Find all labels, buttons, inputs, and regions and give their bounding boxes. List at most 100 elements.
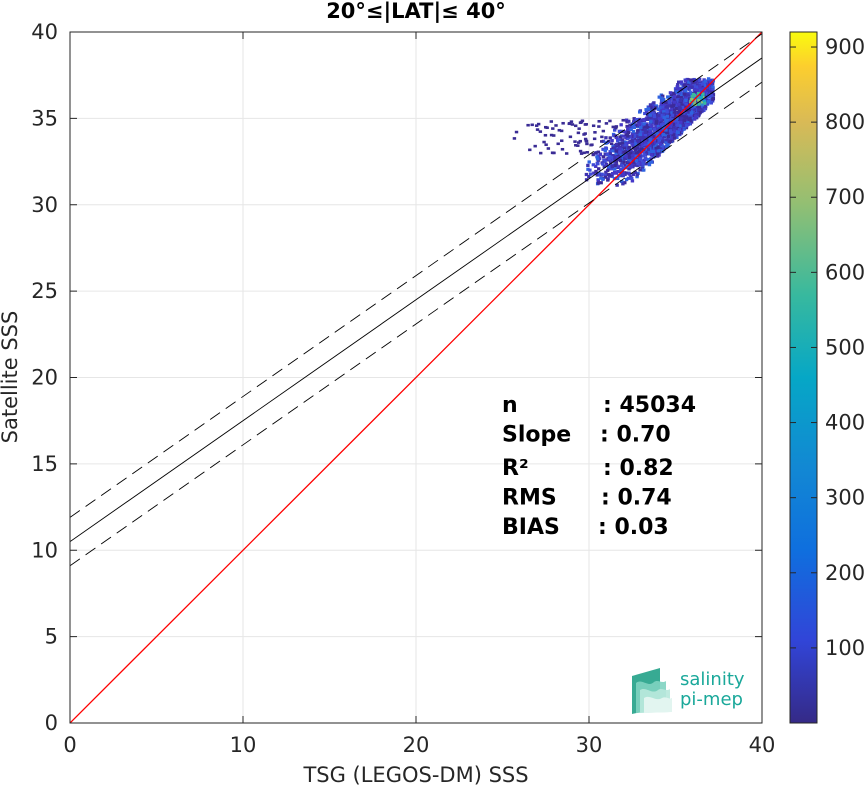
fit-line — [70, 57, 762, 542]
density-cell — [676, 83, 680, 87]
density-cell — [677, 105, 682, 109]
density-cell — [672, 111, 677, 115]
density-cell — [643, 132, 648, 137]
density-cell — [695, 88, 699, 92]
y-tick-label: 5 — [45, 625, 58, 649]
colorbar — [789, 31, 818, 724]
density-cell — [618, 145, 623, 149]
density-cell — [604, 146, 608, 150]
density-cell — [613, 157, 617, 161]
density-cell — [617, 142, 622, 145]
density-cell — [680, 105, 685, 109]
density-cell — [656, 124, 661, 129]
density-cell — [615, 183, 619, 187]
density-cell — [600, 172, 604, 176]
density-cell — [661, 113, 665, 117]
density-cell — [650, 149, 654, 154]
density-cell — [708, 80, 713, 84]
density-cell — [597, 157, 602, 161]
density-cell — [661, 98, 666, 102]
density-cell — [623, 163, 628, 168]
density-cell — [694, 100, 699, 104]
density-cell — [608, 150, 612, 154]
density-cell — [542, 140, 546, 144]
density-cell — [705, 86, 709, 90]
density-cell — [585, 150, 589, 154]
colorbar-tick-label: 700 — [825, 185, 865, 209]
density-cell — [692, 107, 697, 111]
density-cell — [624, 135, 628, 140]
density-cell — [632, 117, 636, 121]
density-cell — [631, 129, 636, 134]
colorbar-tick-label: 300 — [825, 486, 865, 510]
density-cell — [596, 150, 601, 154]
density-core-cell — [690, 94, 694, 98]
density-cell — [662, 109, 666, 113]
stat-value: : 0.70 — [600, 423, 671, 448]
density-cell — [623, 181, 627, 185]
density-cell — [595, 157, 600, 161]
density-cell — [615, 176, 620, 181]
density-cell — [660, 115, 664, 119]
x-tick-label: 40 — [749, 733, 776, 757]
density-cell — [591, 124, 596, 128]
density-cell — [698, 82, 702, 86]
density-cell — [664, 128, 668, 132]
density-cell — [608, 151, 612, 156]
density-cell — [601, 147, 605, 151]
density-core-cell — [701, 103, 705, 107]
density-cell — [670, 113, 675, 117]
density-cell — [609, 142, 614, 146]
density-cell — [643, 125, 647, 129]
density-cell — [665, 110, 669, 114]
density-cell — [535, 128, 540, 131]
density-cell — [673, 108, 677, 112]
density-cell — [604, 122, 609, 125]
density-cell — [698, 85, 702, 89]
density-cell — [634, 142, 638, 146]
density-cell — [620, 163, 624, 167]
density-cell — [593, 151, 598, 155]
density-cloud — [512, 77, 716, 187]
density-cell — [621, 173, 625, 178]
density-cell — [625, 124, 629, 129]
density-cell — [651, 111, 655, 115]
density-cell — [641, 150, 646, 154]
density-cell — [704, 82, 708, 86]
density-cell — [528, 148, 532, 152]
density-cell — [660, 105, 665, 109]
density-cell — [551, 127, 555, 130]
density-cell — [630, 179, 635, 183]
y-tick-label: 30 — [31, 193, 58, 217]
density-cell — [641, 162, 645, 166]
density-cell — [633, 170, 637, 174]
density-cell — [582, 133, 586, 136]
density-cell — [616, 143, 620, 148]
density-cell — [628, 123, 632, 127]
density-cell — [635, 156, 640, 161]
density-cell — [636, 131, 640, 135]
density-cell — [700, 84, 704, 88]
density-cell — [561, 121, 565, 125]
density-cell — [694, 116, 699, 120]
density-cell — [654, 124, 658, 128]
density-cell — [585, 142, 589, 146]
density-cell — [703, 95, 707, 99]
density-cell — [631, 172, 636, 177]
density-cell — [544, 143, 548, 147]
density-cell — [644, 108, 648, 112]
density-cell — [684, 96, 688, 100]
density-cell — [652, 118, 656, 122]
density-core-cell — [701, 96, 705, 100]
density-cell — [614, 136, 618, 140]
density-cell — [576, 141, 581, 144]
stat-label: RMS — [502, 486, 557, 511]
density-cell — [614, 171, 618, 175]
density-cell — [689, 114, 694, 118]
density-cell — [676, 102, 681, 107]
density-cell — [631, 143, 635, 147]
density-cell — [659, 102, 663, 106]
density-cell — [672, 91, 676, 95]
density-cell — [702, 104, 707, 109]
density-cell — [706, 77, 711, 81]
